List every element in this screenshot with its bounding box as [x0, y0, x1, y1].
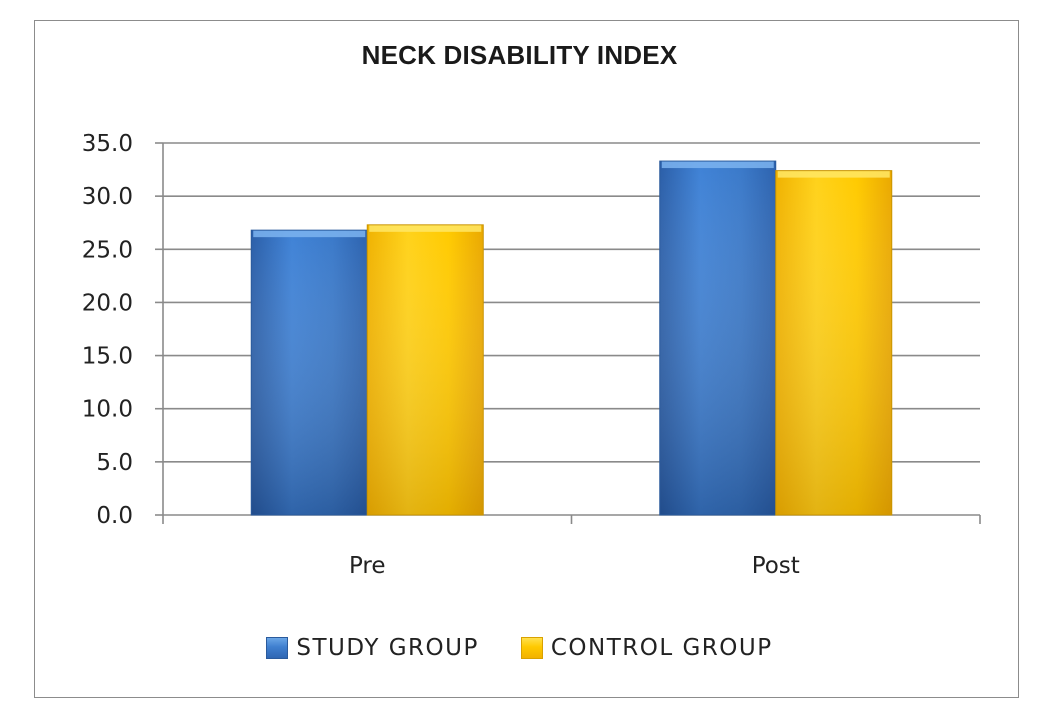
- y-tick-label: 30.0: [82, 184, 133, 210]
- bar-outline: [775, 170, 893, 516]
- bar-study-group-post: [659, 160, 777, 516]
- bar-shade: [251, 230, 368, 515]
- bar-bevel: [777, 170, 890, 178]
- y-tick-label: 20.0: [82, 290, 133, 316]
- y-tick-label: 15.0: [82, 344, 133, 370]
- bar-shade: [775, 170, 892, 516]
- y-tick-label: 35.0: [82, 131, 133, 157]
- bar-shade: [367, 224, 484, 515]
- legend-swatch-control-group: [520, 637, 543, 659]
- bar-control-group-post: [775, 170, 893, 516]
- bar-shade: [659, 161, 776, 515]
- bar-control-group-pre: [366, 224, 484, 516]
- legend-item-control-group: CONTROL GROUP: [520, 635, 773, 661]
- bar-study-group-pre: [250, 229, 368, 516]
- y-tick-label: 5.0: [96, 450, 133, 476]
- bar-bevel: [253, 230, 366, 238]
- chart-title: NECK DISABILITY INDEX: [361, 40, 678, 70]
- bars: [250, 160, 893, 516]
- x-category-label: Post: [752, 553, 800, 579]
- bar-outline: [366, 224, 484, 516]
- legend: STUDY GROUP CONTROL GROUP: [0, 628, 1039, 668]
- legend-item-study-group: STUDY GROUP: [266, 635, 478, 661]
- x-category-label: Pre: [349, 553, 386, 579]
- y-tick-label: 0.0: [96, 503, 133, 529]
- bar-bevel: [661, 161, 774, 169]
- axis-labels: 0.0 5.0 10.0 15.0 20.0 25.0 30.0 35.0 Pre Post: [82, 131, 800, 579]
- y-tick-label: 25.0: [82, 237, 133, 263]
- legend-swatch-study-group: [266, 637, 289, 659]
- legend-label-study-group: STUDY GROUP: [296, 635, 479, 661]
- legend-label-control-group: CONTROL GROUP: [550, 635, 773, 661]
- y-tick-label: 10.0: [82, 397, 133, 423]
- bar-bevel: [369, 224, 482, 232]
